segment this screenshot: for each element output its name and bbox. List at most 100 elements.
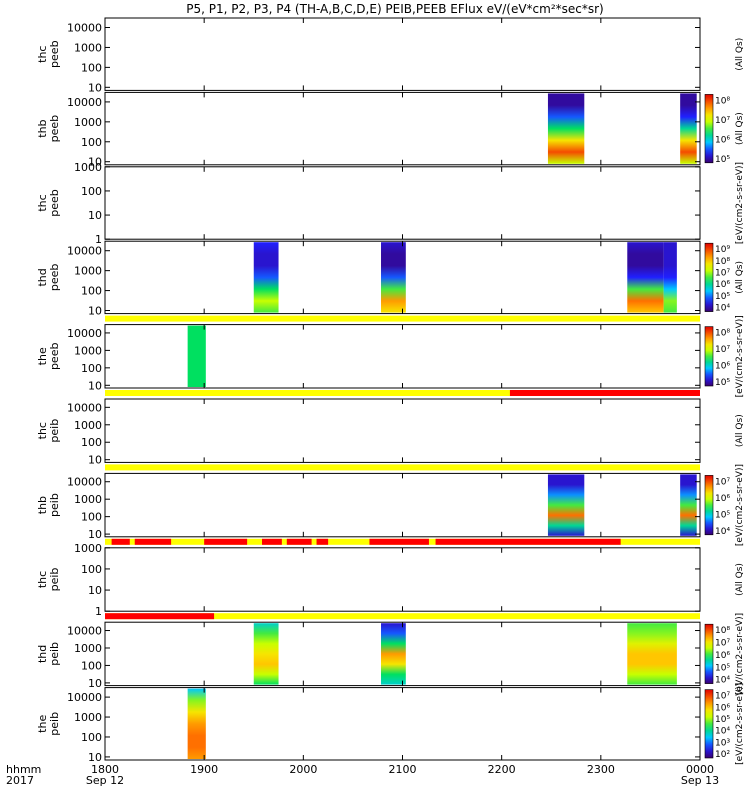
- colorbar-tick-label: 10⁶: [715, 362, 730, 372]
- y-axis-label: thepeeb: [36, 343, 61, 371]
- y-tick-label: 10000: [67, 476, 102, 489]
- colorbar-tick-label: 10⁴: [715, 676, 730, 686]
- panel-frame: [104, 91, 701, 166]
- panel-thc-peib2: 1 10 100 1000 thcpeib (All Qs): [36, 538, 745, 618]
- colorbar-units-label: (All Qs): [735, 414, 745, 447]
- colorbar-tick-label: 10⁵: [715, 378, 730, 388]
- y-tick-label: 10: [88, 379, 102, 392]
- y-tick-label: 1: [95, 233, 102, 246]
- panel-thc-peeb: 10 100 1000 10000 thcpeeb (All Qs): [36, 17, 745, 94]
- y-axis-label: thdpeib: [36, 642, 61, 666]
- quality-flag-bar: [105, 315, 700, 322]
- y-tick-label: 100: [81, 436, 102, 449]
- y-tick-label: 100: [81, 563, 102, 576]
- colorbar-tick-label: 10⁵: [715, 292, 730, 302]
- colorbar-tick-label: 10⁸: [715, 329, 730, 339]
- spectrogram-block: [680, 93, 697, 164]
- x-tick-label: 2200: [488, 763, 516, 776]
- colorbar-tick-label: 10⁶: [715, 651, 730, 661]
- x-tick-label: 2100: [389, 763, 417, 776]
- panel-frame: [104, 472, 701, 538]
- colorbar: 10⁸ 10⁷ 10⁶ 10⁵: [704, 94, 730, 165]
- colorbar-units-label: [eV/(cm2-s-sr-eV)]: [735, 683, 745, 765]
- y-tick-label: 1000: [74, 265, 102, 278]
- colorbar-tick-label: 10⁷: [715, 116, 730, 126]
- y-tick-label: 10: [88, 81, 102, 94]
- y-tick-label: 1000: [74, 116, 102, 129]
- y-tick-label: 10: [88, 528, 102, 541]
- y-tick-label: 1000: [74, 542, 102, 555]
- x-tick-label: 1800: [91, 763, 119, 776]
- y-tick-label: 1: [95, 605, 102, 618]
- y-tick-label: 10: [88, 156, 102, 169]
- y-tick-label: 10: [88, 751, 102, 764]
- spectrogram-block: [381, 623, 406, 685]
- time-axis-label-hhmm: hhmm: [6, 763, 41, 776]
- panel-thb-peib: 10 100 1000 10000 thbpeib 10⁷ 10⁶ 10⁵ 10⁴ [eV/(cm…: [36, 464, 745, 546]
- colorbar-tick-label: 10⁴: [715, 727, 730, 737]
- colorbar-tick-label: 10⁵: [715, 663, 730, 673]
- panel-frame: [104, 547, 701, 612]
- y-tick-label: 100: [81, 61, 102, 74]
- spectrogram-block: [253, 623, 279, 685]
- spectrogram-block: [187, 325, 206, 387]
- colorbar: 10⁷ 10⁶ 10⁵ 10⁴: [704, 475, 730, 537]
- colorbar-units-label: [eV/(cm2-s-sr-eV)]: [735, 613, 745, 695]
- y-tick-label: 10000: [67, 22, 102, 35]
- y-axis-label: thbpeib: [36, 493, 61, 517]
- panel-the-peeb: 10 100 1000 10000 thepeeb 10⁸ 10⁷ 10⁶ 10⁵ [eV/(cm…: [36, 315, 745, 397]
- y-axis-label: thcpeeb: [36, 189, 61, 217]
- y-tick-label: 10000: [67, 96, 102, 109]
- y-tick-label: 10000: [67, 327, 102, 340]
- panel-thb-peeb: 10 100 1000 10000 thbpeeb 10⁸ 10⁷ 10⁶ 10⁵ (All Qs…: [36, 91, 745, 169]
- y-tick-label: 10000: [67, 245, 102, 258]
- x-tick-label: 2300: [587, 763, 615, 776]
- y-tick-label: 100: [81, 285, 102, 298]
- y-tick-label: 10: [88, 677, 102, 690]
- y-axis-label: thdpeeb: [36, 264, 61, 292]
- y-tick-label: 100: [81, 362, 102, 375]
- y-tick-label: 10: [88, 209, 102, 222]
- quality-flag-bar: [105, 464, 700, 471]
- x-tick-date-label: Sep 13: [681, 774, 719, 787]
- panel-frame: [104, 398, 701, 463]
- quality-flag-bar: [105, 390, 700, 396]
- spectrogram-block: [187, 688, 206, 759]
- y-axis-label: thbpeeb: [36, 115, 61, 143]
- colorbar-units-label: [eV/(cm2-s-sr-eV)]: [735, 315, 745, 397]
- x-tick-label: 2000: [289, 763, 317, 776]
- colorbar-units-label: (All Qs): [735, 563, 745, 596]
- colorbar-tick-label: 10⁷: [715, 639, 730, 649]
- y-tick-label: 100: [81, 136, 102, 149]
- y-tick-label: 1000: [74, 161, 102, 174]
- y-axis-label: thcpeib: [36, 419, 61, 443]
- spectrogram-block: [547, 474, 585, 536]
- y-tick-label: 10: [88, 454, 102, 467]
- y-axis-label: thcpeib: [36, 568, 61, 592]
- y-axis-label: thepeib: [36, 712, 61, 736]
- colorbar-tick-label: 10³: [715, 738, 730, 748]
- colorbar-tick-label: 10⁷: [715, 269, 730, 279]
- y-tick-label: 1000: [74, 642, 102, 655]
- quality-flag-bar: [105, 538, 700, 545]
- colorbar-units-label: (All Qs): [735, 112, 745, 145]
- spectrogram-block: [381, 242, 406, 313]
- spectrogram-block: [547, 93, 585, 164]
- spectrogram-block: [253, 242, 279, 313]
- colorbar-tick-label: 10⁷: [715, 692, 730, 702]
- colorbar-tick-label: 10⁶: [715, 703, 730, 713]
- y-tick-label: 10: [88, 584, 102, 597]
- colorbar-tick-label: 10⁶: [715, 135, 730, 145]
- y-tick-label: 10: [88, 305, 102, 318]
- colorbar-tick-label: 10⁷: [715, 477, 730, 487]
- y-tick-label: 100: [81, 659, 102, 672]
- colorbar-tick-label: 10⁵: [715, 715, 730, 725]
- colorbar-tick-label: 10⁸: [715, 96, 730, 106]
- colorbar-tick-label: 10⁴: [715, 304, 730, 314]
